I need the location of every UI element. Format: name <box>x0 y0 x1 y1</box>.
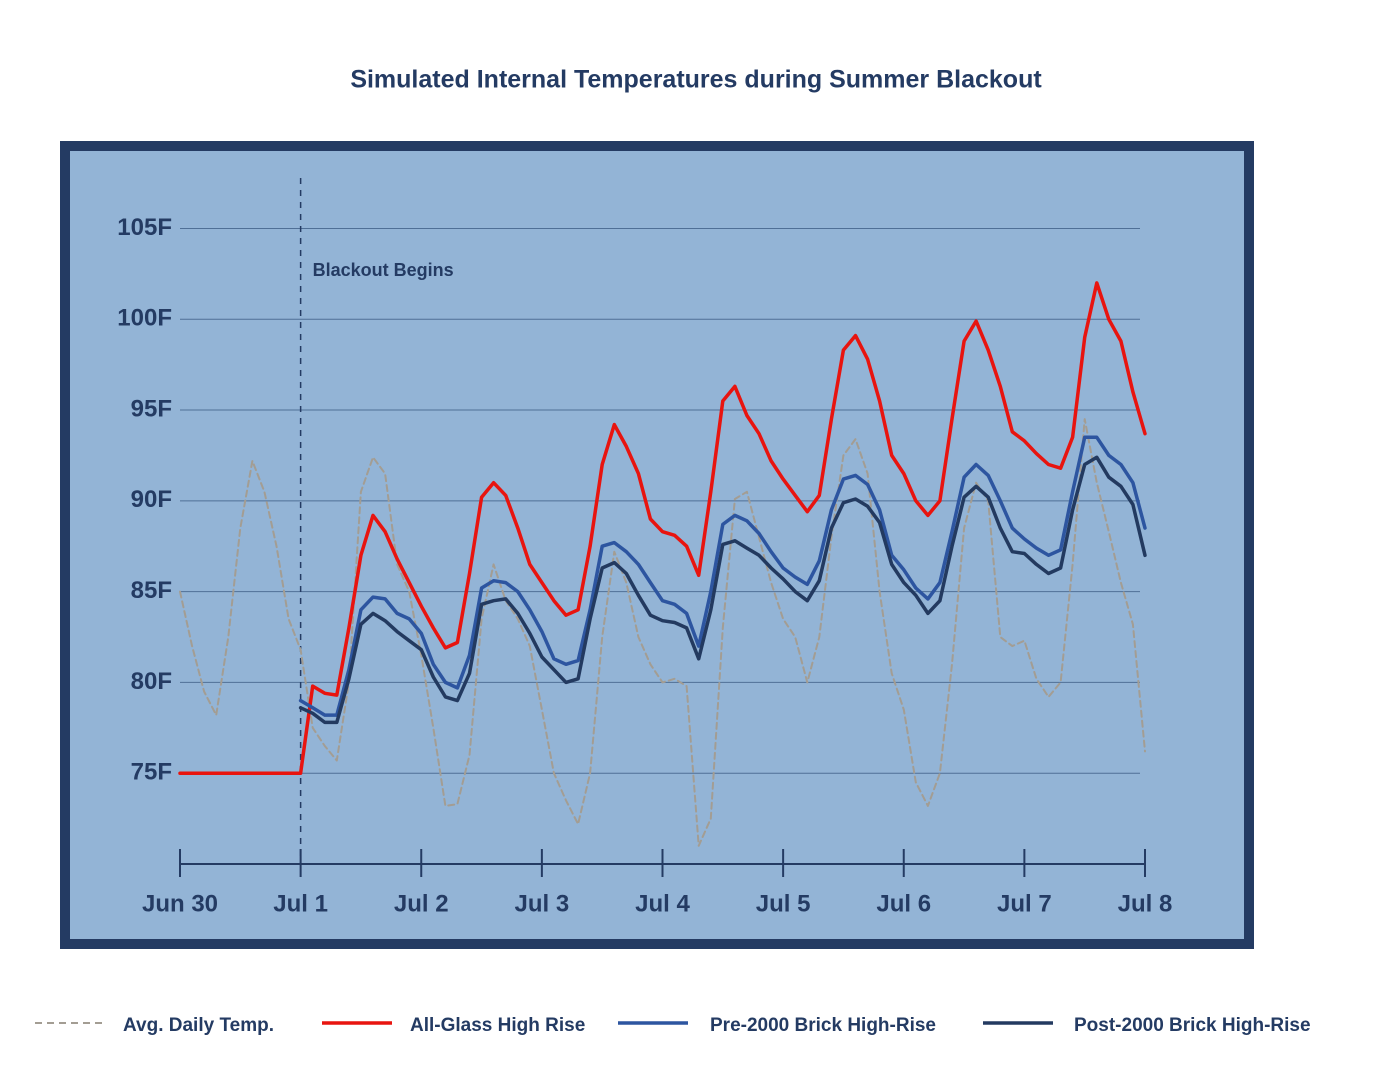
annotation-text: Blackout Begins <box>313 260 454 280</box>
y-tick-label: 95F <box>131 395 172 422</box>
x-tick-label: Jul 3 <box>515 890 570 917</box>
y-tick-label: 80F <box>131 668 172 695</box>
y-tick-label: 100F <box>117 305 172 332</box>
series-line <box>298 455 1147 725</box>
x-tick-label: Jul 7 <box>997 890 1052 917</box>
x-tick-label: Jun 30 <box>142 890 218 917</box>
y-tick-label: 75F <box>131 759 172 786</box>
x-tick-label: Jul 4 <box>635 890 690 917</box>
chart-title: Simulated Internal Temperatures during S… <box>350 66 1042 94</box>
legend-label: All-Glass High Rise <box>410 1015 585 1036</box>
series-line <box>298 435 1147 717</box>
x-tick-label: Jul 2 <box>394 890 449 917</box>
y-tick-label: 85F <box>131 577 172 604</box>
y-tick-label: 105F <box>117 214 172 241</box>
x-tick-label: Jul 8 <box>1118 890 1173 917</box>
x-tick-label: Jul 6 <box>876 890 931 917</box>
legend-label: Pre-2000 Brick High-Rise <box>710 1015 936 1036</box>
plot-frame <box>60 141 1254 949</box>
legend-label: Post-2000 Brick High-Rise <box>1074 1015 1311 1036</box>
y-tick-label: 90F <box>131 486 172 513</box>
x-tick-label: Jul 1 <box>273 890 328 917</box>
x-tick-label: Jul 5 <box>756 890 811 917</box>
series-line <box>178 281 1147 775</box>
legend-label: Avg. Daily Temp. <box>123 1015 274 1036</box>
